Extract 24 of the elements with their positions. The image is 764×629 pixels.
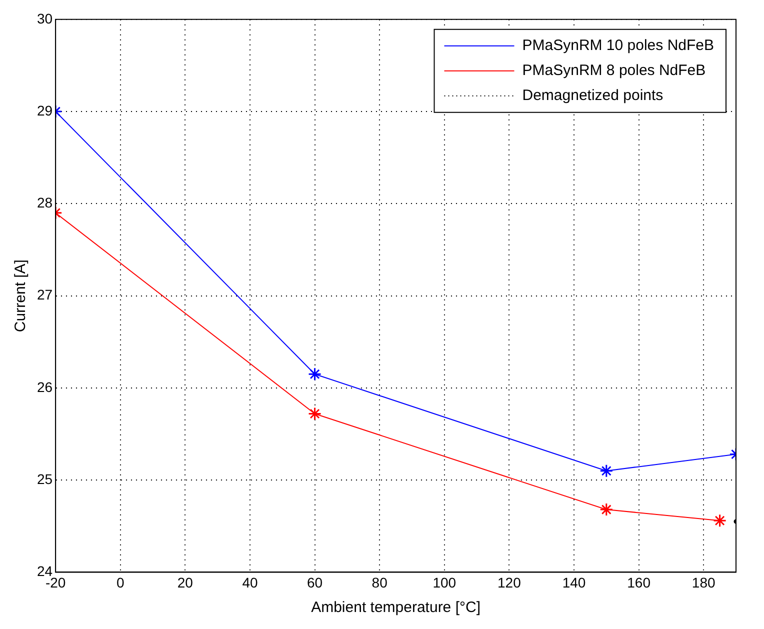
x-tick-label: 60 [306, 574, 323, 590]
legend-label: PMaSynRM 10 poles NdFeB [522, 37, 714, 54]
x-tick-label: 40 [242, 574, 258, 590]
x-tick-label: 160 [627, 574, 651, 590]
legend-label: Demagnetized points [522, 87, 664, 104]
point [600, 502, 614, 516]
y-tick-label: 25 [36, 470, 53, 487]
x-tick-label: 80 [372, 574, 388, 590]
x-tick-label: 100 [432, 574, 456, 590]
x-tick-label: 180 [692, 574, 716, 590]
legend-label: PMaSynRM 8 poles NdFeB [522, 62, 706, 80]
point [713, 514, 727, 528]
y-axis-title: Current [A] [12, 260, 30, 332]
y-tick-label: 26 [36, 378, 53, 395]
y-tick-label: 30 [36, 10, 53, 26]
x-tick-label: 140 [562, 574, 586, 590]
point [308, 406, 322, 420]
y-tick-label: 29 [36, 102, 53, 118]
x-axis-title: Ambient temperature [°C] [311, 599, 480, 616]
x-tick-label: 0 [116, 574, 124, 590]
y-tick-label: 27 [36, 286, 53, 303]
x-tick-label: 20 [177, 574, 194, 590]
x-tick-label: 120 [498, 574, 522, 590]
y-tick-label: 28 [36, 194, 53, 211]
